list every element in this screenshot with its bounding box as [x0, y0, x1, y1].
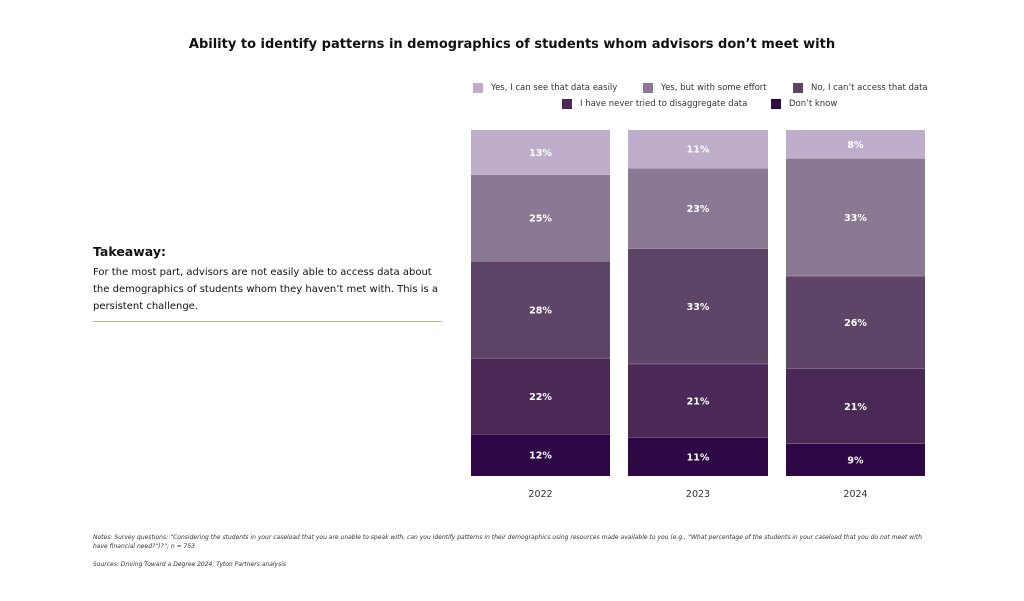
- sources-text: Sources: Driving Toward a Degree 2024, T…: [93, 561, 287, 568]
- x-tick-label-2023: 2023: [686, 489, 710, 500]
- data-label-2022-0: 13%: [529, 148, 552, 159]
- legend-swatch: [473, 83, 483, 93]
- bar-segment-2022-3: [471, 358, 610, 435]
- legend-swatch: [643, 83, 653, 93]
- notes-text: Notes: Survey questions: “Considering th…: [93, 534, 922, 550]
- chart-title: Ability to identify patterns in demograp…: [188, 37, 836, 52]
- legend-swatch: [562, 99, 572, 109]
- legend-item-never-tried: I have never tried to disaggregate data: [562, 99, 747, 109]
- data-label-2022-2: 28%: [529, 305, 552, 316]
- bar-segment-2024-3: [786, 368, 925, 444]
- bar-segment-2024-0: [786, 130, 925, 159]
- bar-segment-2022-2: [471, 261, 610, 359]
- data-label-2024-4: 9%: [847, 455, 864, 466]
- data-label-2022-1: 25%: [529, 214, 552, 225]
- legend-label: Yes, but with some effort: [661, 83, 767, 93]
- legend-item-cant-access: No, I can’t access that data: [793, 83, 928, 93]
- x-tick-label-2022: 2022: [528, 489, 552, 500]
- bar-segment-2023-2: [628, 248, 768, 365]
- legend-label: Don’t know: [789, 99, 838, 109]
- takeaway-heading: Takeaway:: [93, 244, 166, 259]
- bar-segment-2022-4: [471, 434, 610, 476]
- data-label-2023-2: 33%: [687, 302, 710, 313]
- legend-label: Yes, I can see that data easily: [491, 83, 618, 93]
- data-label-2024-0: 8%: [847, 140, 864, 151]
- data-label-2024-2: 26%: [844, 318, 867, 329]
- x-tick-label-2024: 2024: [843, 489, 867, 500]
- legend-item-some-effort: Yes, but with some effort: [643, 83, 767, 93]
- legend-swatch: [793, 83, 803, 93]
- bar-segment-2023-3: [628, 364, 768, 438]
- data-label-2023-1: 23%: [687, 204, 710, 215]
- bar-segment-2024-2: [786, 276, 925, 369]
- legend-item-see-easily: Yes, I can see that data easily: [473, 83, 617, 93]
- takeaway-divider: [93, 321, 442, 322]
- bar-segment-2023-4: [628, 437, 768, 476]
- data-label-2022-3: 22%: [529, 392, 552, 403]
- bar-segment-2024-4: [786, 443, 925, 476]
- legend-swatch: [771, 99, 781, 109]
- legend-item-dont-know: Don’t know: [771, 99, 837, 109]
- bar-segment-2022-0: [471, 130, 610, 175]
- bar-segment-2024-1: [786, 158, 925, 277]
- bar-segment-2023-0: [628, 130, 768, 169]
- takeaway-body: For the most part, advisors are not easi…: [93, 267, 439, 312]
- data-label-2022-4: 12%: [529, 451, 552, 462]
- legend-label: No, I can’t access that data: [811, 83, 928, 93]
- bar-segment-2023-1: [628, 168, 768, 249]
- legend-label: I have never tried to disaggregate data: [580, 99, 748, 109]
- data-label-2024-3: 21%: [844, 402, 867, 413]
- data-label-2023-3: 21%: [687, 396, 710, 407]
- data-label-2023-4: 11%: [687, 452, 710, 463]
- bar-segment-2022-1: [471, 174, 610, 262]
- data-label-2023-0: 11%: [687, 145, 710, 156]
- data-label-2024-1: 33%: [844, 213, 867, 224]
